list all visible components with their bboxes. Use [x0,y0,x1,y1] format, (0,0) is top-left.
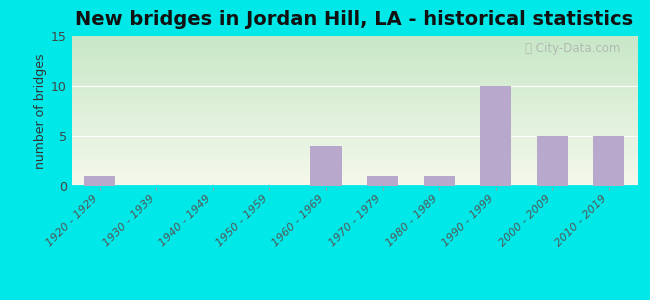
Bar [84,176,115,186]
Bar [311,146,341,186]
Bar [424,176,454,186]
Bar [367,176,398,186]
Y-axis label: number of bridges: number of bridges [34,53,47,169]
Bar [537,136,567,186]
Bar [593,136,624,186]
Text: ⓘ City-Data.com: ⓘ City-Data.com [525,42,620,55]
Title: New bridges in Jordan Hill, LA - historical statistics: New bridges in Jordan Hill, LA - histori… [75,10,633,29]
Bar [480,86,511,186]
